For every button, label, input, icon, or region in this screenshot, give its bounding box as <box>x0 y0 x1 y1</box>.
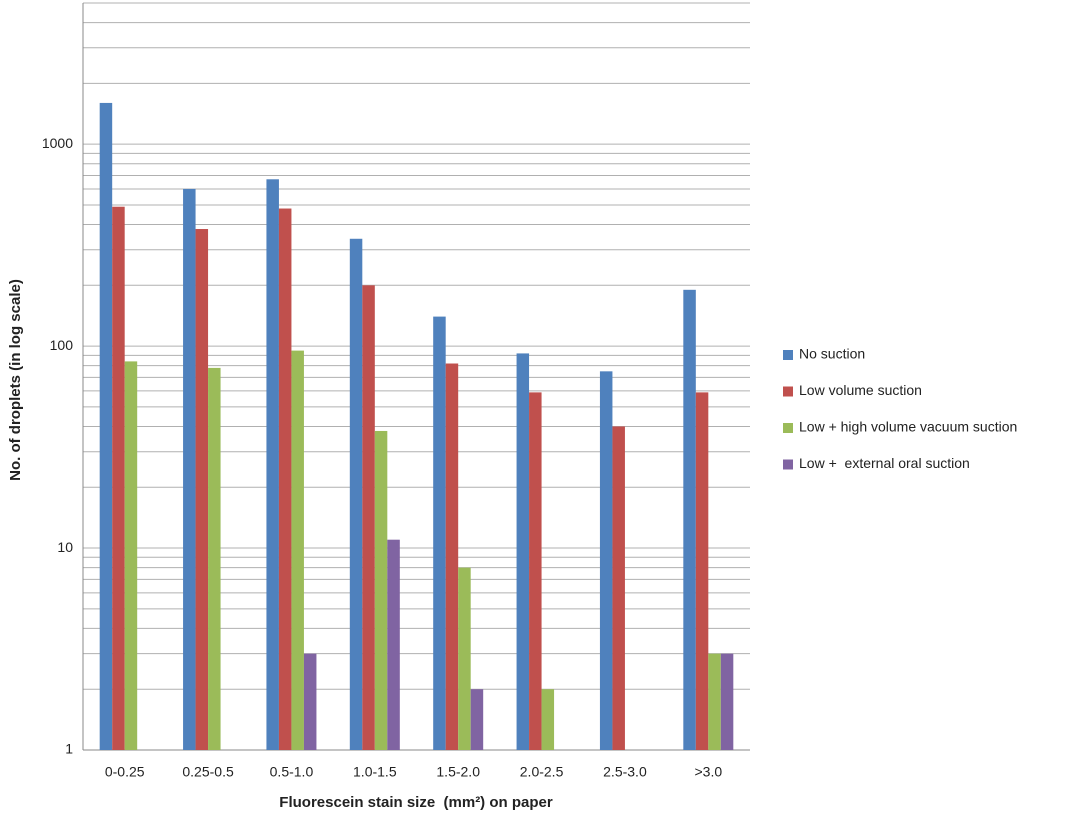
bar <box>458 567 471 750</box>
x-tick-label: 1.5-2.0 <box>436 764 480 780</box>
bar <box>599 371 613 750</box>
bar <box>349 238 363 750</box>
bar <box>529 392 542 750</box>
y-tick-label: 1000 <box>42 135 73 151</box>
x-axis-title: Fluorescein stain size (mm²) on paper <box>279 794 553 811</box>
x-tick-label: 2.5-3.0 <box>603 764 647 780</box>
bar <box>278 208 292 751</box>
x-tick-label: 0-0.25 <box>105 764 145 780</box>
bar <box>266 179 279 750</box>
x-tick-label: 0.5-1.0 <box>270 764 314 780</box>
legend-swatch <box>783 423 793 433</box>
legend-swatch <box>783 459 793 470</box>
bar <box>362 285 375 750</box>
bar <box>387 539 400 750</box>
bar <box>720 653 734 750</box>
bar <box>445 363 459 750</box>
legend-swatch <box>783 386 793 397</box>
bar <box>112 206 125 751</box>
bar <box>195 229 209 750</box>
bar <box>470 689 484 750</box>
bar <box>541 689 555 750</box>
legend-label: Low + high volume vacuum suction <box>799 419 1017 435</box>
bar <box>183 188 196 750</box>
legend-label: Low volume suction <box>799 382 922 398</box>
bar <box>303 653 317 750</box>
x-tick-label: 0.25-0.5 <box>182 764 234 780</box>
x-tick-label: 1.0-1.5 <box>353 764 397 780</box>
bar <box>124 361 138 750</box>
bar <box>695 392 709 750</box>
legend-swatch <box>783 350 793 360</box>
x-tick-label: 2.0-2.5 <box>520 764 564 780</box>
y-axis-title: No. of droplets (in log scale) <box>7 279 24 481</box>
bar <box>291 350 304 750</box>
legend-label: No suction <box>799 346 865 362</box>
bar <box>99 102 113 751</box>
x-tick-label: >3.0 <box>694 764 722 780</box>
y-tick-label: 1 <box>65 741 73 757</box>
bar <box>374 430 388 750</box>
bar <box>516 353 530 750</box>
bar <box>433 316 446 750</box>
y-tick-label: 100 <box>50 337 74 353</box>
bar <box>208 367 221 750</box>
y-tick-label: 10 <box>57 539 73 555</box>
bar <box>683 289 696 750</box>
bar <box>708 653 721 750</box>
bar <box>612 426 625 750</box>
legend-label: Low + external oral suction <box>799 455 970 471</box>
